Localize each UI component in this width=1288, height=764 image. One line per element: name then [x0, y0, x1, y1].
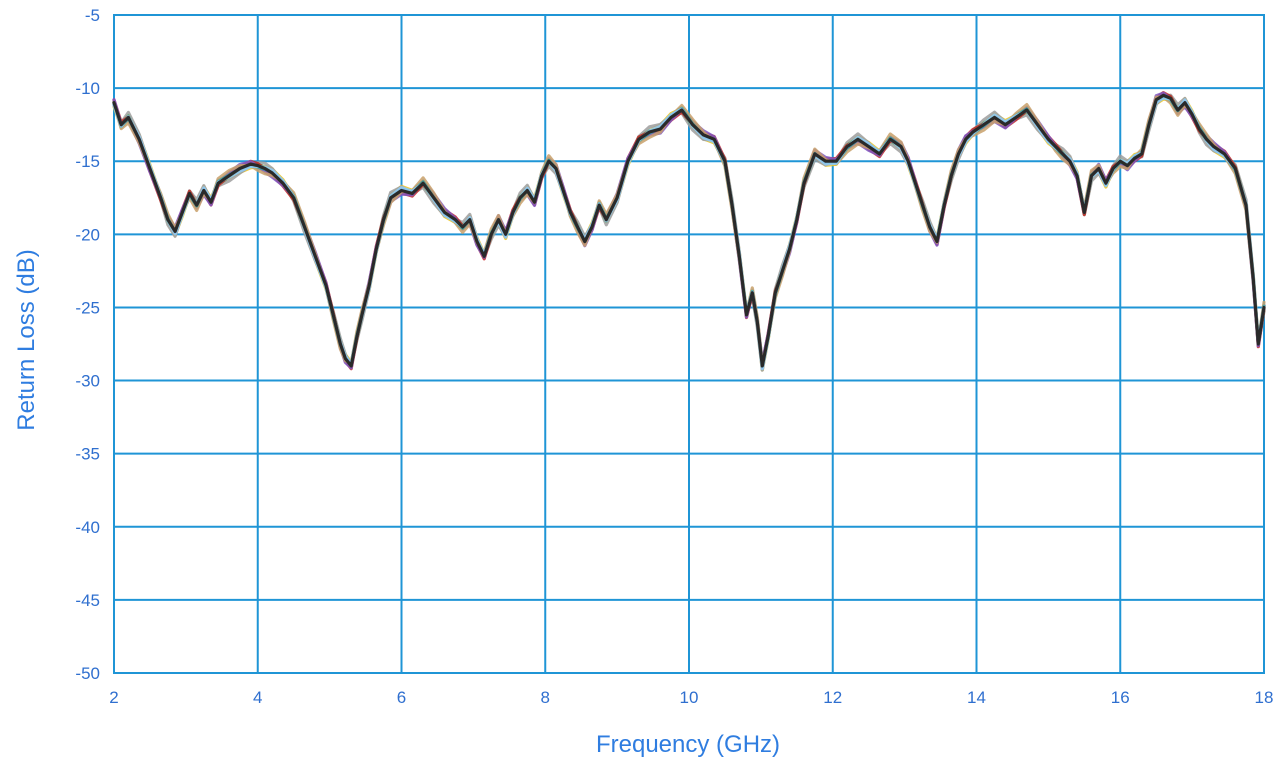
y-tick-label: -45 — [75, 591, 100, 610]
y-tick-label: -30 — [75, 372, 100, 391]
x-axis-title: Frequency (GHz) — [596, 731, 780, 758]
y-tick-label: -5 — [85, 6, 100, 25]
x-tick-label: 2 — [109, 688, 118, 707]
y-tick-label: -40 — [75, 518, 100, 537]
y-tick-label: -50 — [75, 664, 100, 683]
y-tick-label: -20 — [75, 225, 100, 244]
y-tick-label: -15 — [75, 152, 100, 171]
x-tick-labels: 2 4 6 8 10 12 14 16 18 — [109, 688, 1273, 707]
x-tick-label: 14 — [967, 688, 986, 707]
y-tick-label: -35 — [75, 445, 100, 464]
x-tick-label: 10 — [680, 688, 699, 707]
x-tick-label: 6 — [397, 688, 406, 707]
y-tick-label: -10 — [75, 79, 100, 98]
x-tick-label: 4 — [253, 688, 262, 707]
plot-grid — [113, 14, 1265, 674]
y-tick-labels: -5 -10 -15 -20 -25 -30 -35 -40 -45 -50 — [75, 6, 100, 683]
x-tick-label: 18 — [1255, 688, 1274, 707]
series-group — [112, 93, 1266, 368]
x-tick-label: 16 — [1111, 688, 1130, 707]
x-tick-label: 12 — [823, 688, 842, 707]
y-tick-label: -25 — [75, 298, 100, 317]
plot-frame — [113, 14, 1265, 674]
y-axis-title: Return Loss (dB) — [13, 249, 40, 430]
x-tick-label: 8 — [541, 688, 550, 707]
series-line — [112, 93, 1266, 368]
